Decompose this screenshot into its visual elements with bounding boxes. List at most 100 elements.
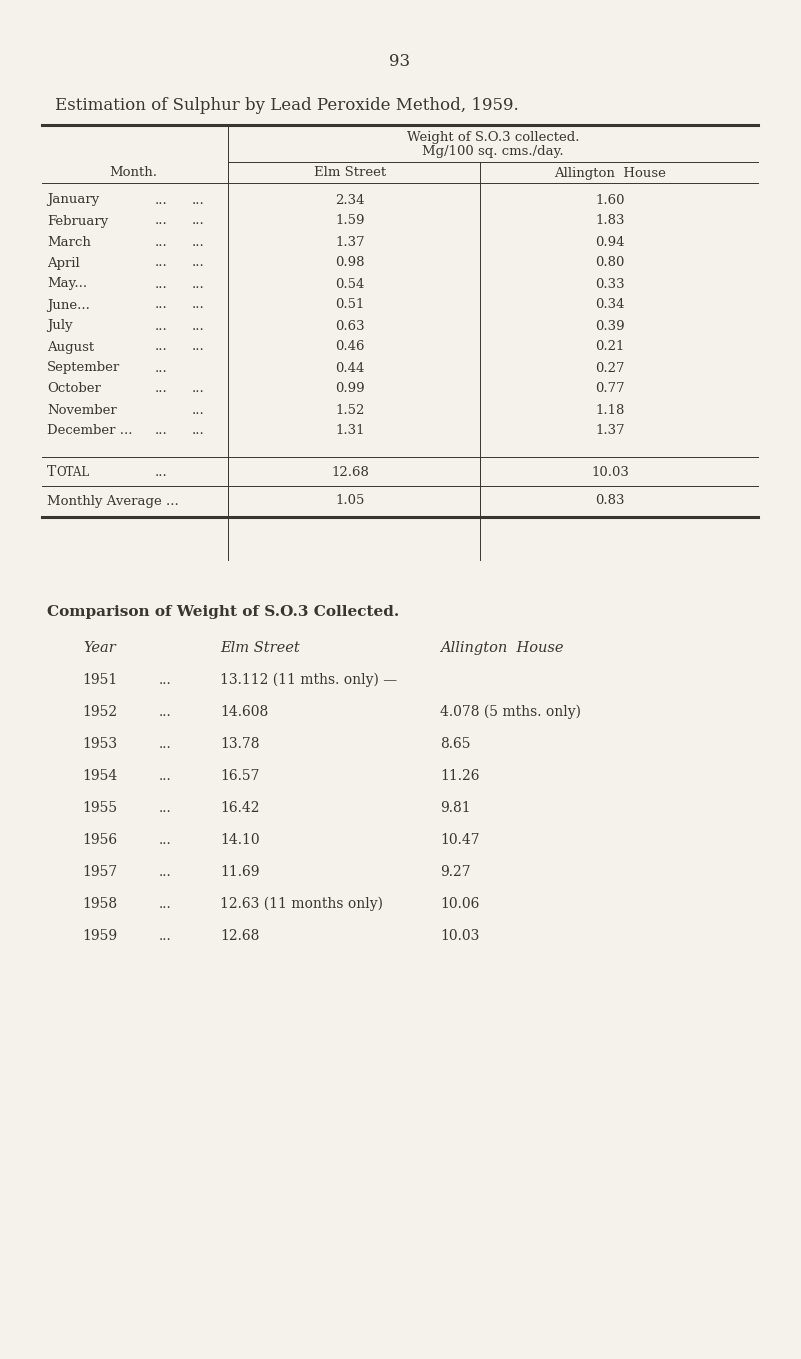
Text: 0.34: 0.34	[595, 299, 625, 311]
Text: ...: ...	[159, 738, 171, 750]
Text: Year: Year	[83, 641, 116, 655]
Text: 1957: 1957	[83, 864, 118, 879]
Text: ...: ...	[192, 215, 205, 227]
Text: ...: ...	[192, 299, 205, 311]
Text: ...: ...	[155, 382, 167, 395]
Text: 0.94: 0.94	[595, 235, 625, 249]
Text: April: April	[47, 257, 80, 269]
Text: 0.46: 0.46	[336, 341, 364, 353]
Text: 1.60: 1.60	[595, 193, 625, 207]
Text: August: August	[47, 341, 95, 353]
Text: ...: ...	[192, 404, 205, 416]
Text: 1.52: 1.52	[336, 404, 364, 416]
Text: 0.21: 0.21	[595, 341, 625, 353]
Text: 11.69: 11.69	[220, 864, 260, 879]
Text: ...: ...	[159, 866, 171, 878]
Text: ...: ...	[159, 833, 171, 847]
Text: November: November	[47, 404, 117, 416]
Text: 1954: 1954	[83, 769, 118, 783]
Text: ...: ...	[155, 235, 167, 249]
Text: ...: ...	[155, 341, 167, 353]
Text: 1951: 1951	[83, 673, 118, 688]
Text: Estimation of Sulphur by Lead Peroxide Method, 1959.: Estimation of Sulphur by Lead Peroxide M…	[55, 96, 519, 114]
Text: 0.54: 0.54	[336, 277, 364, 291]
Text: ...: ...	[155, 299, 167, 311]
Text: 1955: 1955	[83, 800, 118, 815]
Text: 1956: 1956	[83, 833, 118, 847]
Text: 10.06: 10.06	[440, 897, 479, 911]
Text: 2.34: 2.34	[336, 193, 364, 207]
Text: OTAL: OTAL	[56, 466, 89, 478]
Text: 11.26: 11.26	[440, 769, 480, 783]
Text: 0.39: 0.39	[595, 319, 625, 333]
Text: 0.98: 0.98	[336, 257, 364, 269]
Text: Elm Street: Elm Street	[314, 167, 386, 179]
Text: February: February	[47, 215, 108, 227]
Text: ...: ...	[155, 193, 167, 207]
Text: 0.44: 0.44	[336, 361, 364, 375]
Text: 16.57: 16.57	[220, 769, 260, 783]
Text: 14.608: 14.608	[220, 705, 268, 719]
Text: 1.18: 1.18	[595, 404, 625, 416]
Text: 0.27: 0.27	[595, 361, 625, 375]
Text: Allington  House: Allington House	[440, 641, 563, 655]
Text: 0.83: 0.83	[595, 495, 625, 507]
Text: 0.99: 0.99	[335, 382, 364, 395]
Text: 14.10: 14.10	[220, 833, 260, 847]
Text: Monthly Average ...: Monthly Average ...	[47, 495, 179, 507]
Text: ...: ...	[159, 802, 171, 814]
Text: 0.63: 0.63	[335, 319, 364, 333]
Text: 4.078 (5 mths. only): 4.078 (5 mths. only)	[440, 705, 581, 719]
Text: 9.27: 9.27	[440, 864, 471, 879]
Text: 13.112 (11 mths. only) —: 13.112 (11 mths. only) —	[220, 673, 397, 688]
Text: 1959: 1959	[83, 930, 118, 943]
Text: 1.83: 1.83	[595, 215, 625, 227]
Text: 1.59: 1.59	[336, 215, 364, 227]
Text: 12.68: 12.68	[331, 466, 369, 478]
Text: ...: ...	[155, 215, 167, 227]
Text: ...: ...	[192, 277, 205, 291]
Text: ...: ...	[192, 319, 205, 333]
Text: ...: ...	[155, 424, 167, 438]
Text: June...: June...	[47, 299, 90, 311]
Text: October: October	[47, 382, 101, 395]
Text: ...: ...	[155, 277, 167, 291]
Text: 10.03: 10.03	[440, 930, 479, 943]
Text: ...: ...	[155, 257, 167, 269]
Text: ...: ...	[192, 257, 205, 269]
Text: Allington  House: Allington House	[554, 167, 666, 179]
Text: 1958: 1958	[83, 897, 118, 911]
Text: December ...: December ...	[47, 424, 132, 438]
Text: 8.65: 8.65	[440, 737, 470, 752]
Text: July: July	[47, 319, 73, 333]
Text: March: March	[47, 235, 91, 249]
Text: ...: ...	[192, 193, 205, 207]
Text: ...: ...	[155, 466, 167, 478]
Text: Elm Street: Elm Street	[220, 641, 300, 655]
Text: Mg/100 sq. cms./day.: Mg/100 sq. cms./day.	[422, 144, 564, 158]
Text: 93: 93	[389, 53, 411, 71]
Text: 0.77: 0.77	[595, 382, 625, 395]
Text: ...: ...	[192, 424, 205, 438]
Text: T: T	[47, 465, 56, 478]
Text: ...: ...	[192, 341, 205, 353]
Text: Weight of S.O.3 collected.: Weight of S.O.3 collected.	[407, 132, 579, 144]
Text: 10.03: 10.03	[591, 466, 629, 478]
Text: ...: ...	[159, 769, 171, 783]
Text: January: January	[47, 193, 99, 207]
Text: 1.05: 1.05	[336, 495, 364, 507]
Text: May...: May...	[47, 277, 87, 291]
Text: 10.47: 10.47	[440, 833, 480, 847]
Text: 0.33: 0.33	[595, 277, 625, 291]
Text: 0.51: 0.51	[336, 299, 364, 311]
Text: 1.31: 1.31	[336, 424, 364, 438]
Text: ...: ...	[159, 705, 171, 719]
Text: ...: ...	[155, 361, 167, 375]
Text: 16.42: 16.42	[220, 800, 260, 815]
Text: Comparison of Weight of S.O.3 Collected.: Comparison of Weight of S.O.3 Collected.	[47, 605, 399, 618]
Text: ...: ...	[192, 382, 205, 395]
Text: ...: ...	[159, 674, 171, 686]
Text: 9.81: 9.81	[440, 800, 471, 815]
Text: ...: ...	[159, 897, 171, 911]
Text: September: September	[47, 361, 120, 375]
